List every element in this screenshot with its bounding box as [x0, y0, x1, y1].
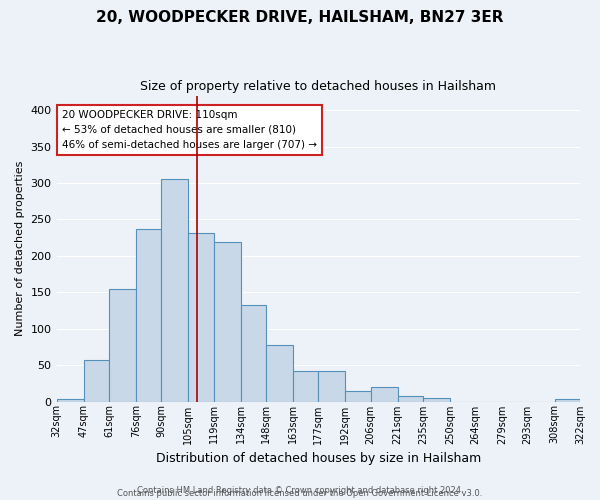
Bar — [109, 288, 136, 402]
Bar — [266, 346, 293, 402]
Text: Contains public sector information licensed under the Open Government Licence v3: Contains public sector information licen… — [118, 488, 482, 498]
Bar — [398, 396, 423, 402]
Bar — [318, 371, 346, 402]
Bar — [346, 392, 371, 402]
Text: 20, WOODPECKER DRIVE, HAILSHAM, BN27 3ER: 20, WOODPECKER DRIVE, HAILSHAM, BN27 3ER — [96, 10, 504, 25]
Bar — [83, 360, 109, 402]
Bar — [293, 371, 318, 402]
Title: Size of property relative to detached houses in Hailsham: Size of property relative to detached ho… — [140, 80, 496, 93]
Bar — [241, 304, 266, 402]
Bar — [188, 232, 214, 402]
Y-axis label: Number of detached properties: Number of detached properties — [15, 161, 25, 336]
Text: Contains HM Land Registry data © Crown copyright and database right 2024.: Contains HM Land Registry data © Crown c… — [137, 486, 463, 495]
Bar — [371, 387, 398, 402]
Bar — [214, 242, 241, 402]
Bar — [423, 398, 450, 402]
Bar — [161, 180, 188, 402]
Text: 20 WOODPECKER DRIVE: 110sqm
← 53% of detached houses are smaller (810)
46% of se: 20 WOODPECKER DRIVE: 110sqm ← 53% of det… — [62, 110, 317, 150]
Bar — [56, 398, 83, 402]
X-axis label: Distribution of detached houses by size in Hailsham: Distribution of detached houses by size … — [155, 452, 481, 465]
Bar — [555, 398, 580, 402]
Bar — [136, 229, 161, 402]
